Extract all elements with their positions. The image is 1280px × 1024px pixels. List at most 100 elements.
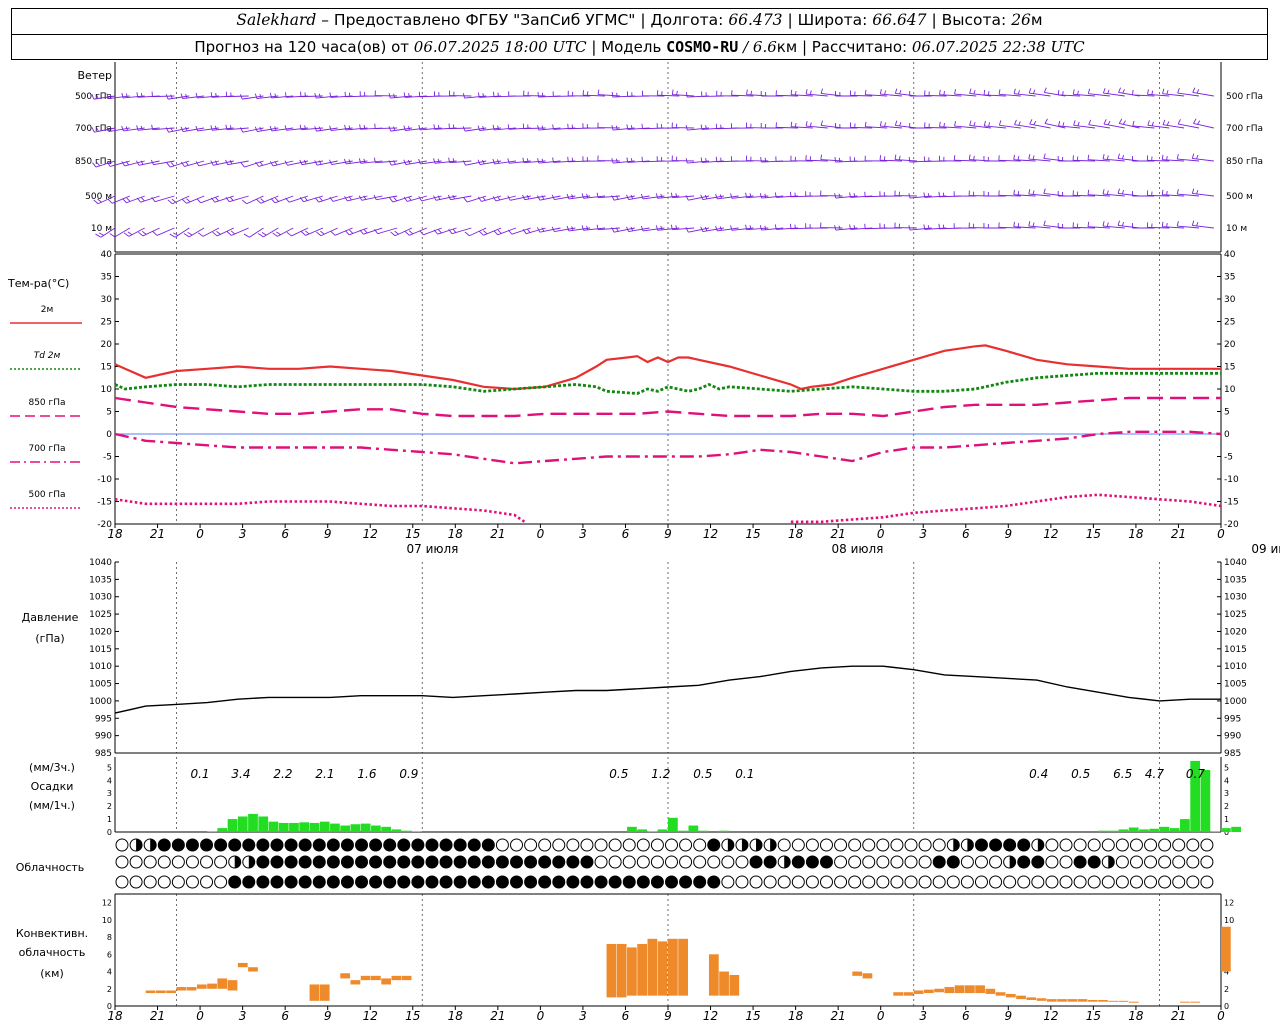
cloud-cover-symbol bbox=[524, 875, 538, 889]
precip-tick-label: 0 bbox=[107, 828, 112, 837]
wind-barb bbox=[390, 95, 413, 99]
cloud-cover-symbol bbox=[171, 838, 185, 852]
cloud-cover-symbol bbox=[143, 875, 157, 889]
wind-barb bbox=[154, 195, 175, 203]
wind-barb-feather bbox=[1166, 90, 1169, 95]
wind-barb bbox=[1147, 93, 1170, 97]
cloud-cover-symbol bbox=[242, 875, 256, 889]
wind-barb-feather bbox=[180, 126, 184, 132]
cloud-cover-symbol bbox=[495, 838, 509, 852]
cloud-cover-symbol bbox=[439, 875, 453, 889]
wind-barb bbox=[420, 160, 442, 165]
precip-tick-label: 4 bbox=[107, 776, 112, 785]
cloud-cover-symbol bbox=[1144, 838, 1158, 852]
wind-barb-feather bbox=[746, 89, 748, 95]
resolution-unit: км bbox=[776, 38, 798, 56]
temp-axis-hour-label: 0 bbox=[196, 527, 204, 541]
wind-barb-feather bbox=[418, 196, 422, 202]
wind-barb-feather bbox=[894, 154, 897, 160]
wind-barb-feather bbox=[1029, 119, 1033, 125]
wind-barb bbox=[152, 95, 175, 98]
wind-barb-feather bbox=[1087, 88, 1091, 94]
wind-barb-feather bbox=[1044, 118, 1048, 124]
conv-axis-hour-label: 18 bbox=[788, 1009, 804, 1023]
temp-axis-hour-label: 21 bbox=[1171, 527, 1186, 541]
conv-tick-label: 0 bbox=[107, 1002, 112, 1011]
wind-barb-feather bbox=[1106, 190, 1109, 195]
wind-barb-feather bbox=[180, 161, 185, 167]
cloud-cover-symbol bbox=[1087, 855, 1101, 869]
wind-barb bbox=[263, 227, 279, 238]
wind-barb bbox=[702, 195, 724, 200]
wind-barb bbox=[1087, 226, 1110, 229]
wind-barb bbox=[598, 94, 620, 97]
cloud-cover-symbol bbox=[707, 838, 721, 852]
wind-barb-feather bbox=[210, 92, 213, 98]
conv-tick-label: 0 bbox=[1224, 1002, 1229, 1011]
wind-barb-feather bbox=[764, 225, 767, 230]
cloud-cover-symbol bbox=[904, 838, 918, 852]
wind-barb bbox=[865, 126, 888, 129]
conv-bar bbox=[1005, 993, 1016, 998]
wind-barb-feather bbox=[314, 126, 317, 132]
wind-barb-feather bbox=[363, 229, 368, 234]
wind-barb-feather bbox=[403, 196, 408, 202]
cloud-cover-symbol bbox=[397, 875, 411, 889]
wind-barb-feather bbox=[343, 158, 347, 165]
wind-barb-feather bbox=[255, 161, 260, 167]
wind-barb-feather bbox=[464, 231, 470, 237]
conv-tick-label: 2 bbox=[1224, 985, 1229, 994]
wind-barb-feather bbox=[140, 92, 143, 98]
temp-tick-label: 30 bbox=[101, 295, 113, 305]
wind-barb-feather bbox=[611, 158, 614, 164]
wind-barb-feather bbox=[256, 198, 262, 204]
wind-barb-feather bbox=[660, 225, 663, 230]
conv-axis-hour-label: 9 bbox=[1004, 1009, 1012, 1023]
conv-bar bbox=[1026, 997, 1037, 1000]
wind-barb-feather bbox=[611, 227, 615, 233]
wind-barb bbox=[924, 227, 947, 230]
precip-bar bbox=[1190, 760, 1201, 832]
wind-barb-feather bbox=[348, 125, 351, 130]
wind-barb-feather bbox=[685, 227, 689, 233]
wind-barb-feather bbox=[760, 157, 762, 163]
wind-barb bbox=[404, 95, 427, 98]
wind-barb bbox=[272, 160, 294, 167]
wind-barb-feather bbox=[373, 157, 376, 163]
wind-barb-feather bbox=[150, 159, 154, 165]
wind-barb-feather bbox=[853, 193, 856, 198]
wind-barb bbox=[835, 195, 858, 199]
wind-barb-feather bbox=[98, 232, 104, 236]
wind-barb-feather bbox=[759, 193, 762, 199]
wind-barb bbox=[1162, 124, 1185, 129]
wind-barb-feather bbox=[462, 93, 465, 99]
wind-barb-feather bbox=[270, 198, 276, 204]
wind-barb-feather bbox=[1166, 155, 1168, 161]
wind-barb-feather bbox=[438, 229, 442, 234]
wind-barb-feather bbox=[344, 124, 347, 130]
cloud-cover-symbol bbox=[834, 855, 848, 869]
wind-barb bbox=[197, 127, 220, 132]
pres-tick-label: 1035 bbox=[1224, 575, 1247, 585]
wind-barb-feather bbox=[482, 93, 485, 98]
cloud-cover-symbol bbox=[129, 855, 143, 869]
wind-barb-feather bbox=[106, 126, 110, 132]
wind-barb-feather bbox=[551, 226, 555, 232]
wind-barb-feather bbox=[730, 193, 733, 199]
cloud-cover-symbol bbox=[270, 875, 284, 889]
wind-barb-feather bbox=[541, 92, 544, 97]
wind-barb-feather bbox=[437, 124, 440, 130]
cloud-cover-symbol bbox=[693, 855, 707, 869]
temp-tick-label: -20 bbox=[97, 520, 112, 530]
cloud-cover-symbol bbox=[1031, 875, 1045, 889]
cloud-cover-symbol bbox=[1172, 875, 1186, 889]
wind-barb-feather bbox=[212, 231, 218, 237]
wind-barb bbox=[865, 94, 888, 97]
wind-barb bbox=[100, 227, 116, 238]
wind-barb bbox=[939, 126, 962, 129]
wind-barb bbox=[924, 126, 947, 129]
wind-barb-feather bbox=[1013, 221, 1015, 227]
cloud-cover-symbol bbox=[848, 838, 862, 852]
wind-barb bbox=[316, 95, 338, 99]
wind-barb-feather bbox=[433, 195, 437, 201]
